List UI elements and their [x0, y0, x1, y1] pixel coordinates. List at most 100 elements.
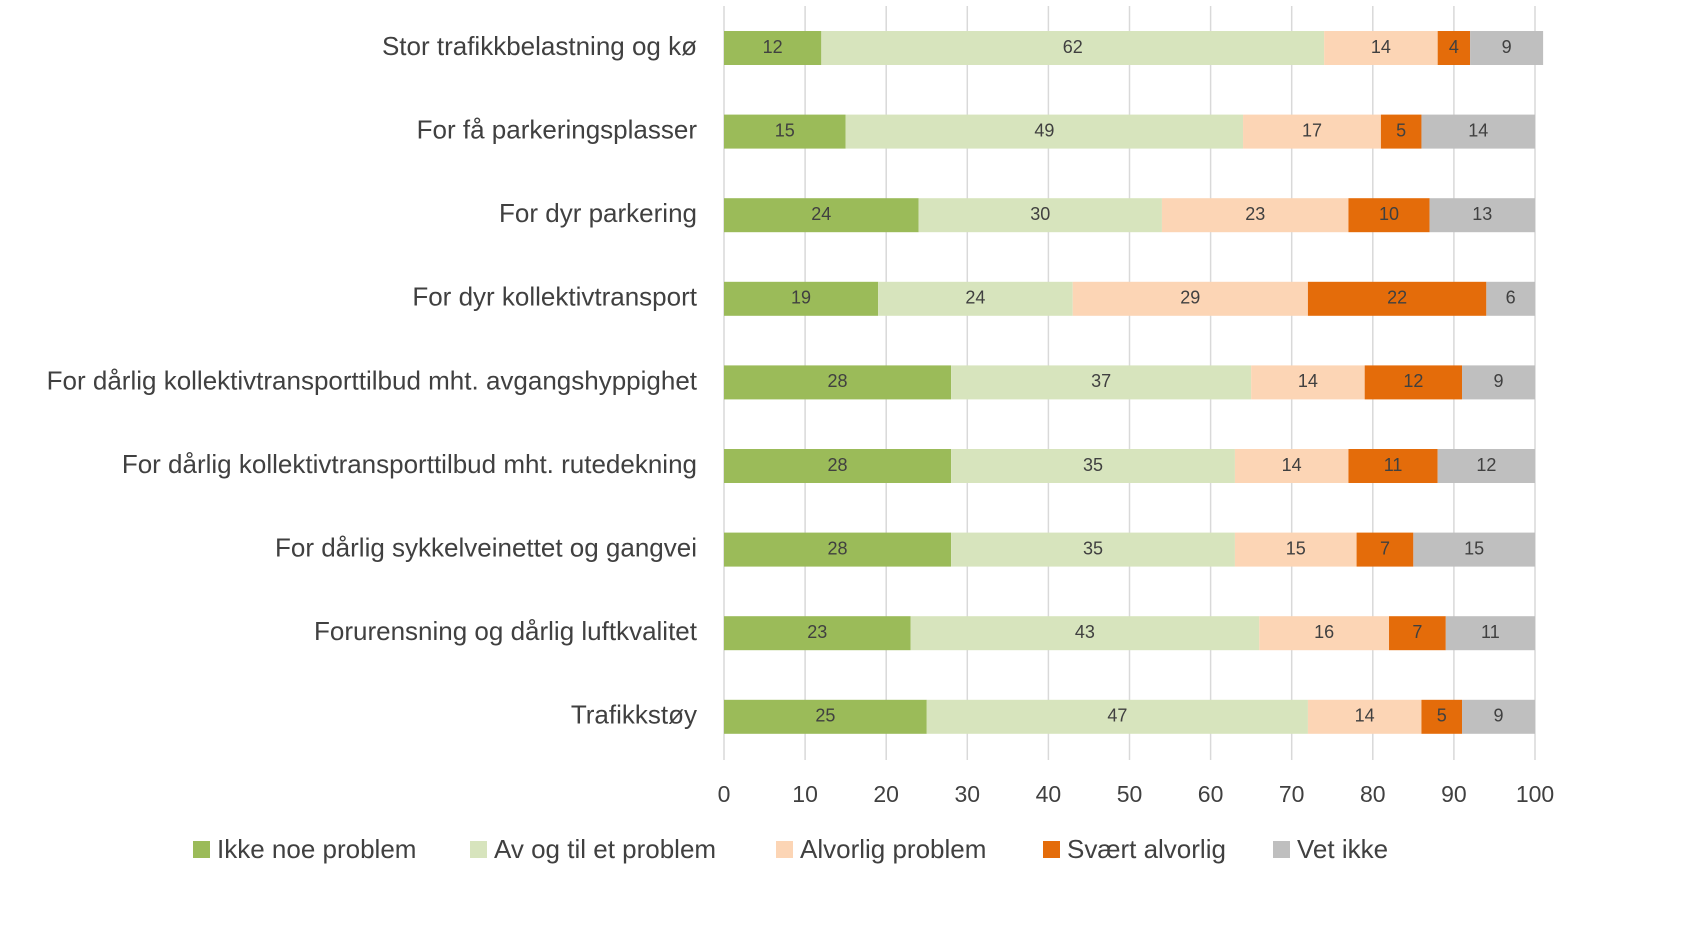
y-tick-label: For dyr parkering: [499, 198, 697, 228]
data-label: 23: [807, 622, 827, 642]
data-label: 9: [1493, 706, 1503, 726]
data-label: 62: [1063, 37, 1083, 57]
bar-segment: [724, 616, 911, 651]
bar-segment: [724, 31, 822, 65]
bar-segment: [1161, 198, 1349, 233]
bar-segment: [1356, 532, 1414, 567]
bar-segment: [724, 365, 952, 400]
data-label: 6: [1506, 288, 1516, 308]
data-label: 10: [1379, 204, 1399, 224]
bar-segment: [1364, 365, 1463, 400]
bar-segment: [724, 114, 846, 149]
x-tick-label: 70: [1279, 781, 1305, 807]
bar-segment: [951, 449, 1235, 483]
data-label: 29: [1180, 288, 1200, 308]
legend-swatch: [776, 841, 793, 858]
data-label: 4: [1449, 37, 1459, 57]
data-label: 35: [1083, 538, 1103, 558]
legend-swatch: [470, 841, 487, 858]
data-label: 28: [828, 371, 848, 391]
data-label: 12: [1476, 455, 1496, 475]
y-tick-label: For dårlig kollektivtransporttilbud mht.…: [122, 449, 697, 479]
bar-segment: [821, 31, 1325, 65]
bar-segment: [1234, 449, 1349, 483]
data-label: 37: [1091, 371, 1111, 391]
x-tick-label: 90: [1441, 781, 1467, 807]
bar-segment: [1234, 532, 1357, 567]
data-label: 7: [1412, 622, 1422, 642]
bar-segment: [1486, 281, 1535, 316]
data-label: 15: [775, 120, 795, 140]
bar-segment: [724, 532, 952, 567]
data-label: 14: [1468, 120, 1488, 140]
bar-segment: [910, 616, 1260, 651]
data-label: 28: [828, 455, 848, 475]
legend-label: Alvorlig problem: [800, 834, 986, 864]
y-tick-label: For dårlig kollektivtransporttilbud mht.…: [47, 365, 698, 395]
x-tick-label: 30: [955, 781, 981, 807]
bar-segment: [1324, 31, 1438, 65]
bar-segment: [1462, 365, 1535, 400]
data-label: 9: [1493, 371, 1503, 391]
bar-segment: [1348, 449, 1438, 483]
x-tick-label: 50: [1117, 781, 1143, 807]
data-label: 5: [1396, 120, 1406, 140]
data-label: 11: [1481, 622, 1500, 642]
bar-segment: [1421, 699, 1463, 734]
bar-segment: [918, 198, 1162, 233]
legend-label: Vet ikke: [1297, 834, 1388, 864]
bar-segment: [1251, 365, 1365, 400]
bar-segment: [724, 699, 927, 734]
y-tick-label: For få parkeringsplasser: [417, 114, 698, 144]
bar-segment: [1445, 616, 1535, 651]
bar-segment: [1380, 114, 1422, 149]
data-label: 25: [815, 706, 835, 726]
data-label: 14: [1371, 37, 1391, 57]
bar-segment: [1421, 114, 1535, 149]
bar-segment: [845, 114, 1244, 149]
data-label: 43: [1075, 622, 1095, 642]
data-label: 5: [1437, 706, 1447, 726]
x-tick-label: 80: [1360, 781, 1386, 807]
bar-segment: [1389, 616, 1446, 651]
y-tick-label: Stor trafikkbelastning og kø: [382, 31, 697, 61]
data-label: 14: [1355, 706, 1375, 726]
data-label: 12: [763, 37, 783, 57]
bar-segment: [1437, 31, 1471, 65]
x-tick-label: 40: [1036, 781, 1062, 807]
bar-segment: [1429, 198, 1535, 233]
data-label: 7: [1380, 538, 1390, 558]
x-tick-label: 100: [1516, 781, 1554, 807]
bar-segment: [1072, 281, 1308, 316]
data-label: 15: [1286, 538, 1306, 558]
bar-segment: [724, 281, 879, 316]
data-label: 16: [1314, 622, 1334, 642]
bar-segment: [951, 532, 1235, 567]
bar-segment: [1462, 699, 1535, 734]
bar-segment: [878, 281, 1073, 316]
data-label: 24: [965, 288, 985, 308]
data-label: 30: [1030, 204, 1050, 224]
bar-segment: [1348, 198, 1430, 233]
bar-segment: [1437, 449, 1535, 483]
data-label: 22: [1387, 288, 1407, 308]
x-tick-label: 0: [718, 781, 731, 807]
data-label: 15: [1464, 538, 1484, 558]
data-label: 12: [1403, 371, 1423, 391]
legend-swatch: [1273, 841, 1290, 858]
legend-swatch: [1043, 841, 1060, 858]
x-tick-label: 10: [792, 781, 818, 807]
data-label: 24: [811, 204, 831, 224]
bar-segment: [724, 198, 919, 233]
data-label: 9: [1502, 37, 1512, 57]
data-label: 14: [1298, 371, 1318, 391]
bar-segment: [1413, 532, 1535, 567]
bar-segment: [951, 365, 1252, 400]
bar-segment: [724, 449, 952, 483]
legend-label: Av og til et problem: [494, 834, 716, 864]
data-label: 28: [828, 538, 848, 558]
data-label: 35: [1083, 455, 1103, 475]
bar-segment: [926, 699, 1308, 734]
data-label: 14: [1282, 455, 1302, 475]
